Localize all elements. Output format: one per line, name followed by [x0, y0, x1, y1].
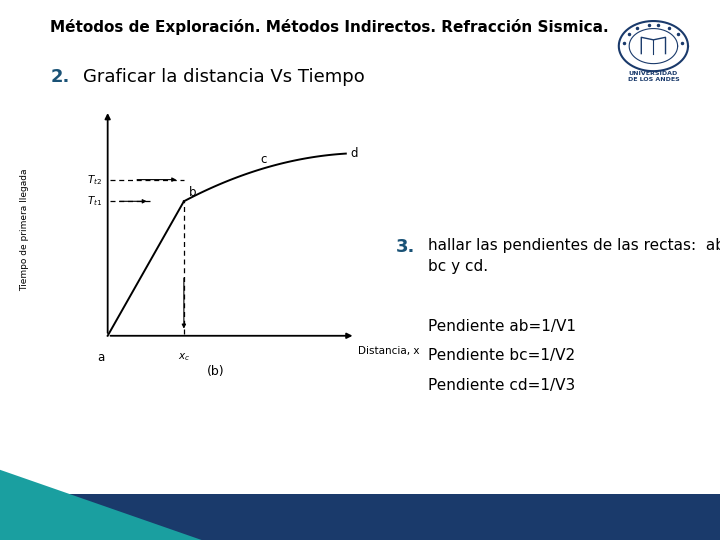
Text: b: b	[189, 186, 196, 199]
Text: DE LOS ANDES: DE LOS ANDES	[628, 77, 679, 83]
Text: Tiempo de primera llegada: Tiempo de primera llegada	[20, 168, 29, 291]
Text: $x_c$: $x_c$	[178, 351, 190, 363]
Text: Pendiente ab=1/V1: Pendiente ab=1/V1	[428, 319, 577, 334]
Text: Graficar la distancia Vs Tiempo: Graficar la distancia Vs Tiempo	[83, 68, 364, 85]
Text: Distancia, x: Distancia, x	[358, 346, 419, 356]
Text: (b): (b)	[207, 364, 225, 377]
Text: $T_{t2}$: $T_{t2}$	[86, 173, 102, 186]
Text: d: d	[351, 147, 358, 160]
Text: Pendiente bc=1/V2: Pendiente bc=1/V2	[428, 348, 575, 363]
Text: 3.: 3.	[396, 238, 415, 255]
Text: $T_{t1}$: $T_{t1}$	[86, 194, 102, 208]
Text: hallar las pendientes de las rectas:  ab,
bc y cd.: hallar las pendientes de las rectas: ab,…	[428, 238, 720, 274]
Text: c: c	[260, 153, 266, 166]
Text: Métodos de Exploración. Métodos Indirectos. Refracción Sismica.: Métodos de Exploración. Métodos Indirect…	[50, 19, 609, 35]
Text: 2.: 2.	[50, 68, 70, 85]
Text: UNIVERSIDAD: UNIVERSIDAD	[629, 71, 678, 76]
Text: Pendiente cd=1/V3: Pendiente cd=1/V3	[428, 378, 576, 393]
Text: a: a	[97, 351, 104, 364]
